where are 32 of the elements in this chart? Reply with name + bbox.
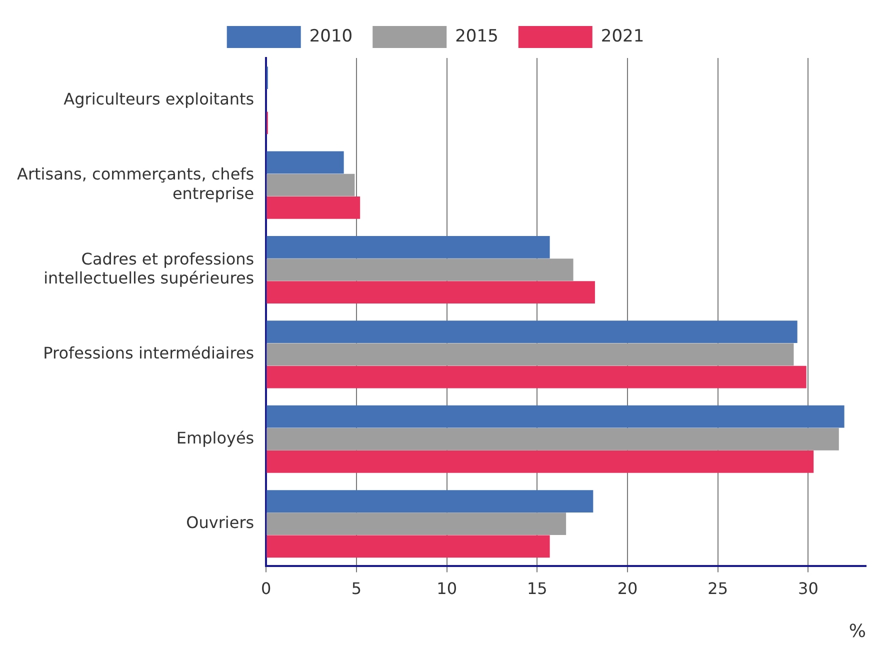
bar: [266, 366, 806, 388]
x-tick-label: 10: [436, 578, 457, 598]
bar: [266, 258, 574, 281]
bar: [266, 405, 844, 428]
x-axis-title: %: [848, 620, 866, 642]
legend-label: 2015: [455, 26, 498, 46]
y-tick-label: Agriculteurs exploitants: [64, 90, 254, 109]
bar: [266, 196, 360, 219]
y-tick-label: Ouvriers: [186, 513, 254, 532]
bar: [266, 450, 814, 473]
bar: [266, 281, 595, 304]
bar: [266, 151, 344, 174]
y-tick-label: Artisans, commerçants, chefs entreprise: [16, 164, 254, 203]
x-tick-label: 5: [351, 578, 362, 598]
legend-label: 2021: [600, 26, 644, 46]
bar: [266, 320, 798, 344]
bar: [266, 490, 594, 512]
x-tick-label: 20: [617, 578, 638, 598]
y-tick-label: Professions intermédiaires: [43, 344, 254, 363]
bar: [266, 343, 794, 366]
y-tick-label: Employés: [176, 428, 254, 448]
bar: [266, 174, 355, 196]
x-tick-label: 15: [526, 578, 548, 598]
bar: [266, 535, 550, 558]
y-tick-label: Cadres et professions intellectuelles supérieures: [44, 249, 254, 288]
x-tick-label: 25: [708, 578, 728, 598]
bar: [266, 428, 839, 450]
x-tick-label: 30: [798, 578, 818, 598]
bar: [266, 236, 550, 258]
bar: [266, 512, 566, 536]
legend-label: 2010: [309, 26, 353, 46]
x-tick-label: 0: [261, 578, 272, 598]
